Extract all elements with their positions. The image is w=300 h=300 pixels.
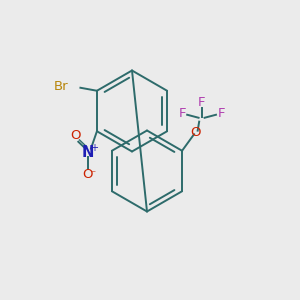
Text: ⁻: ⁻ <box>90 170 95 180</box>
Text: F: F <box>217 107 225 120</box>
Text: +: + <box>90 143 98 153</box>
Text: O: O <box>190 126 201 139</box>
Text: O: O <box>83 168 93 181</box>
Text: O: O <box>71 129 81 142</box>
Text: Br: Br <box>54 80 68 93</box>
Text: F: F <box>178 107 186 120</box>
Text: N: N <box>82 145 94 160</box>
Text: F: F <box>198 96 205 109</box>
